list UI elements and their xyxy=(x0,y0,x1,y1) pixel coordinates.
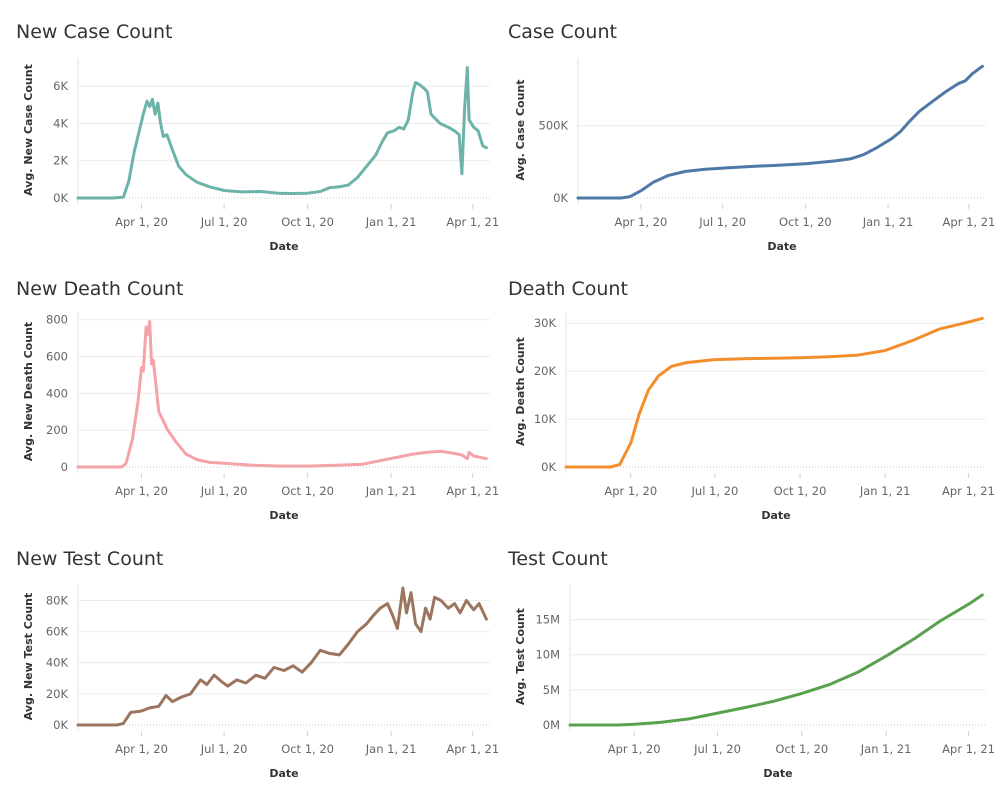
x-tick-label: Apr 1, 21 xyxy=(446,215,499,229)
panel-new-case-count: New Case Count 0K 2K 4K 6K Apr 1, 20 Jul 1, 2… xyxy=(0,0,499,265)
x-tick-label: Oct 1, 20 xyxy=(775,742,828,756)
panel-test-count: Test Count 0M 5M 10M 15M Apr 1, 20 Jul 1, 20 O… xyxy=(492,540,1000,800)
x-tick-label: Jul 1, 20 xyxy=(693,742,741,756)
x-tick-label: Jan 1, 21 xyxy=(365,215,417,229)
series-line xyxy=(76,586,488,727)
chart-new-case-count: 0K 2K 4K 6K Apr 1, 20 Jul 1, 20 Oct 1, 20 Jan 1… xyxy=(22,58,499,253)
y-axis-title: Avg. Case Count xyxy=(514,79,527,180)
y-tick-label: 80K xyxy=(46,593,69,607)
x-tick-label: Jan 1, 21 xyxy=(365,742,417,756)
x-axis-title: Date xyxy=(761,509,790,522)
x-axis-title: Date xyxy=(767,240,796,253)
y-tick-label: 0K xyxy=(53,191,68,205)
x-tick-label: Apr 1, 20 xyxy=(115,484,168,498)
y-tick-label: 0K xyxy=(541,460,556,474)
y-tick-label: 800 xyxy=(46,313,68,327)
x-tick-label: Jul 1, 20 xyxy=(691,484,739,498)
chart-test-count: 0M 5M 10M 15M Apr 1, 20 Jul 1, 20 Oct 1, 20 Jan… xyxy=(514,584,995,780)
x-tick-label: Jul 1, 20 xyxy=(200,484,248,498)
panel-case-count: Case Count 0K 500K Apr 1, 20 Jul 1, 20 Oct 1… xyxy=(492,0,1000,265)
x-tick-label: Oct 1, 20 xyxy=(281,215,334,229)
x-tick-label: Jan 1, 21 xyxy=(365,484,417,498)
y-tick-label: 2K xyxy=(53,154,68,168)
x-tick-label: Oct 1, 20 xyxy=(779,215,832,229)
y-tick-label: 5M xyxy=(543,683,560,697)
y-tick-label: 0K xyxy=(53,718,68,732)
y-tick-label: 0 xyxy=(61,460,68,474)
panel-new-test-count: New Test Count 0K 20K 40K 60K 80K Apr 1, 20 Ju… xyxy=(0,540,499,800)
y-tick-label: 400 xyxy=(46,386,68,400)
y-axis-title: Avg. Test Count xyxy=(514,608,527,705)
y-tick-label: 500K xyxy=(539,119,569,133)
x-tick-label: Jul 1, 20 xyxy=(200,215,248,229)
chart-death-count: 0K 10K 20K 30K Apr 1, 20 Jul 1, 20 Oct 1, 20 Ja… xyxy=(514,312,995,522)
y-tick-label: 0M xyxy=(543,718,560,732)
y-tick-label: 20K xyxy=(46,687,69,701)
y-tick-label: 40K xyxy=(46,656,69,670)
series-line xyxy=(568,593,984,727)
y-tick-label: 200 xyxy=(46,423,68,437)
chart-title: Test Count xyxy=(508,548,608,570)
series-line xyxy=(76,66,488,200)
x-tick-label: Apr 1, 20 xyxy=(615,215,668,229)
y-tick-label: 4K xyxy=(53,116,68,130)
x-tick-label: Oct 1, 20 xyxy=(281,484,334,498)
x-tick-label: Apr 1, 20 xyxy=(115,215,168,229)
y-tick-label: 10K xyxy=(534,412,557,426)
x-axis-title: Date xyxy=(269,240,298,253)
panel-death-count: Death Count 0K 10K 20K 30K Apr 1, 20 Jul 1, 2… xyxy=(492,270,1000,535)
chart-new-test-count: 0K 20K 40K 60K 80K Apr 1, 20 Jul 1, 20 Oct 1, 2… xyxy=(22,584,499,780)
panel-new-death-count: New Death Count 0 200 400 600 800 Apr 1, 20 Ju… xyxy=(0,270,499,535)
x-axis-title: Date xyxy=(763,767,792,780)
y-tick-label: 600 xyxy=(46,350,68,364)
chart-title: Case Count xyxy=(508,21,617,43)
x-tick-label: Jul 1, 20 xyxy=(200,742,248,756)
x-tick-label: Jan 1, 21 xyxy=(859,484,911,498)
y-axis-title: Avg. New Test Count xyxy=(22,593,35,721)
x-tick-label: Apr 1, 21 xyxy=(446,484,499,498)
x-axis-title: Date xyxy=(269,767,298,780)
x-tick-label: Oct 1, 20 xyxy=(774,484,827,498)
y-tick-label: 0K xyxy=(553,191,568,205)
x-tick-label: Apr 1, 20 xyxy=(608,742,661,756)
x-tick-label: Apr 1, 21 xyxy=(942,742,995,756)
series-line xyxy=(76,320,488,469)
x-tick-label: Jul 1, 20 xyxy=(698,215,746,229)
y-axis-title: Avg. New Death Count xyxy=(22,322,35,461)
y-tick-label: 30K xyxy=(534,316,557,330)
chart-new-death-count: 0 200 400 600 800 Apr 1, 20 Jul 1, 20 Oct 1, 20… xyxy=(22,312,499,522)
chart-case-count: 0K 500K Apr 1, 20 Jul 1, 20 Oct 1, 20 Jan 1, … xyxy=(514,58,996,253)
y-tick-label: 60K xyxy=(46,625,69,639)
x-tick-label: Oct 1, 20 xyxy=(281,742,334,756)
x-tick-label: Apr 1, 21 xyxy=(943,215,996,229)
series-line xyxy=(576,64,984,200)
chart-title: New Case Count xyxy=(16,21,173,43)
series-line xyxy=(564,316,984,469)
chart-title: New Death Count xyxy=(16,278,184,300)
x-tick-label: Apr 1, 20 xyxy=(604,484,657,498)
y-axis-title: Avg. New Case Count xyxy=(22,64,35,196)
chart-title: New Test Count xyxy=(16,548,164,570)
chart-title: Death Count xyxy=(508,278,628,300)
x-tick-label: Jan 1, 21 xyxy=(862,215,914,229)
y-tick-label: 6K xyxy=(53,79,68,93)
x-tick-label: Apr 1, 21 xyxy=(446,742,499,756)
y-tick-label: 15M xyxy=(535,613,560,627)
x-tick-label: Jan 1, 21 xyxy=(860,742,912,756)
y-tick-label: 10M xyxy=(535,648,560,662)
x-axis-title: Date xyxy=(269,509,298,522)
y-tick-label: 20K xyxy=(534,364,557,378)
x-tick-label: Apr 1, 21 xyxy=(942,484,995,498)
y-axis-title: Avg. Death Count xyxy=(514,337,527,446)
x-tick-label: Apr 1, 20 xyxy=(115,742,168,756)
